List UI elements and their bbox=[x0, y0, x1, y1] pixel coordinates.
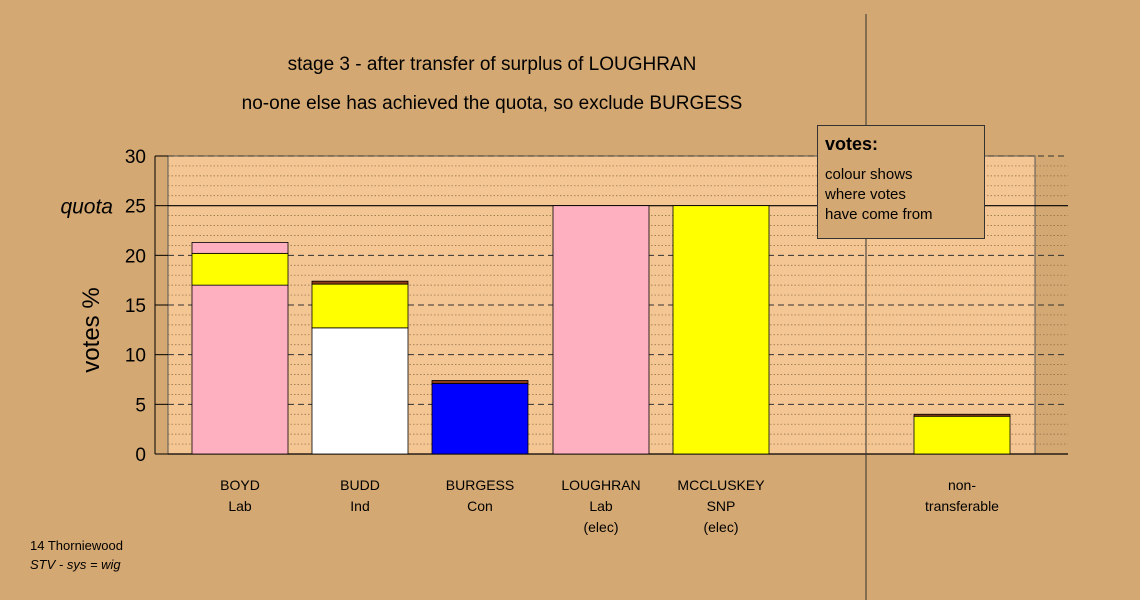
x-tick-label: Lab bbox=[589, 498, 613, 514]
y-tick-label: 0 bbox=[135, 445, 146, 466]
bar-segment bbox=[191, 252, 289, 286]
x-tick-label: Ind bbox=[350, 498, 369, 514]
bar-segment bbox=[913, 413, 1011, 417]
x-tick-label: non- bbox=[948, 477, 976, 493]
y-tick-label: 15 bbox=[125, 296, 146, 317]
x-tick-label: transferable bbox=[925, 498, 999, 514]
bar-segment bbox=[552, 205, 650, 455]
chart-title: stage 3 - after transfer of surplus of L… bbox=[287, 54, 697, 75]
x-tick-label: BUDD bbox=[340, 477, 380, 493]
legend-box: votes: colour shows where votes have com… bbox=[817, 125, 985, 239]
bar-segment bbox=[431, 383, 529, 455]
y-tick-label: 5 bbox=[135, 395, 146, 416]
y-axis-label: votes % bbox=[78, 287, 105, 372]
y-tick-label: 20 bbox=[125, 246, 146, 267]
bar-segment bbox=[672, 205, 770, 455]
bar-segment bbox=[191, 284, 289, 455]
x-tick-label: (elec) bbox=[583, 519, 618, 535]
ward-name: 14 Thorniewood bbox=[30, 538, 123, 553]
x-tick-label: SNP bbox=[707, 498, 736, 514]
bar-segment bbox=[311, 327, 409, 455]
y-tick-label: 30 bbox=[125, 147, 146, 168]
x-tick-label: BURGESS bbox=[446, 477, 514, 493]
footer-note: 14 Thorniewood STV - sys = wig bbox=[30, 536, 123, 574]
quota-label: quota bbox=[60, 196, 113, 219]
y-tick-label: 25 bbox=[125, 197, 146, 218]
x-tick-label: (elec) bbox=[703, 519, 738, 535]
bar-segment bbox=[311, 280, 409, 285]
legend-line: where votes bbox=[825, 186, 906, 203]
x-tick-label: BOYD bbox=[220, 477, 260, 493]
bar-segment bbox=[191, 242, 289, 254]
legend-line: colour shows bbox=[825, 166, 913, 183]
bar-segment bbox=[311, 283, 409, 329]
legend-heading: votes: bbox=[825, 134, 879, 154]
x-tick-label: MCCLUSKEY bbox=[677, 477, 765, 493]
chart-subtitle: no-one else has achieved the quota, so e… bbox=[241, 93, 743, 114]
system-note: STV - sys = wig bbox=[30, 557, 121, 572]
x-tick-label: Con bbox=[467, 498, 493, 514]
bar-segment bbox=[431, 380, 529, 384]
bar-segment bbox=[913, 415, 1011, 455]
x-tick-label: Lab bbox=[228, 498, 252, 514]
legend-line: have come from bbox=[825, 206, 933, 223]
x-tick-label: LOUGHRAN bbox=[561, 477, 640, 493]
y-tick-label: 10 bbox=[125, 346, 146, 367]
